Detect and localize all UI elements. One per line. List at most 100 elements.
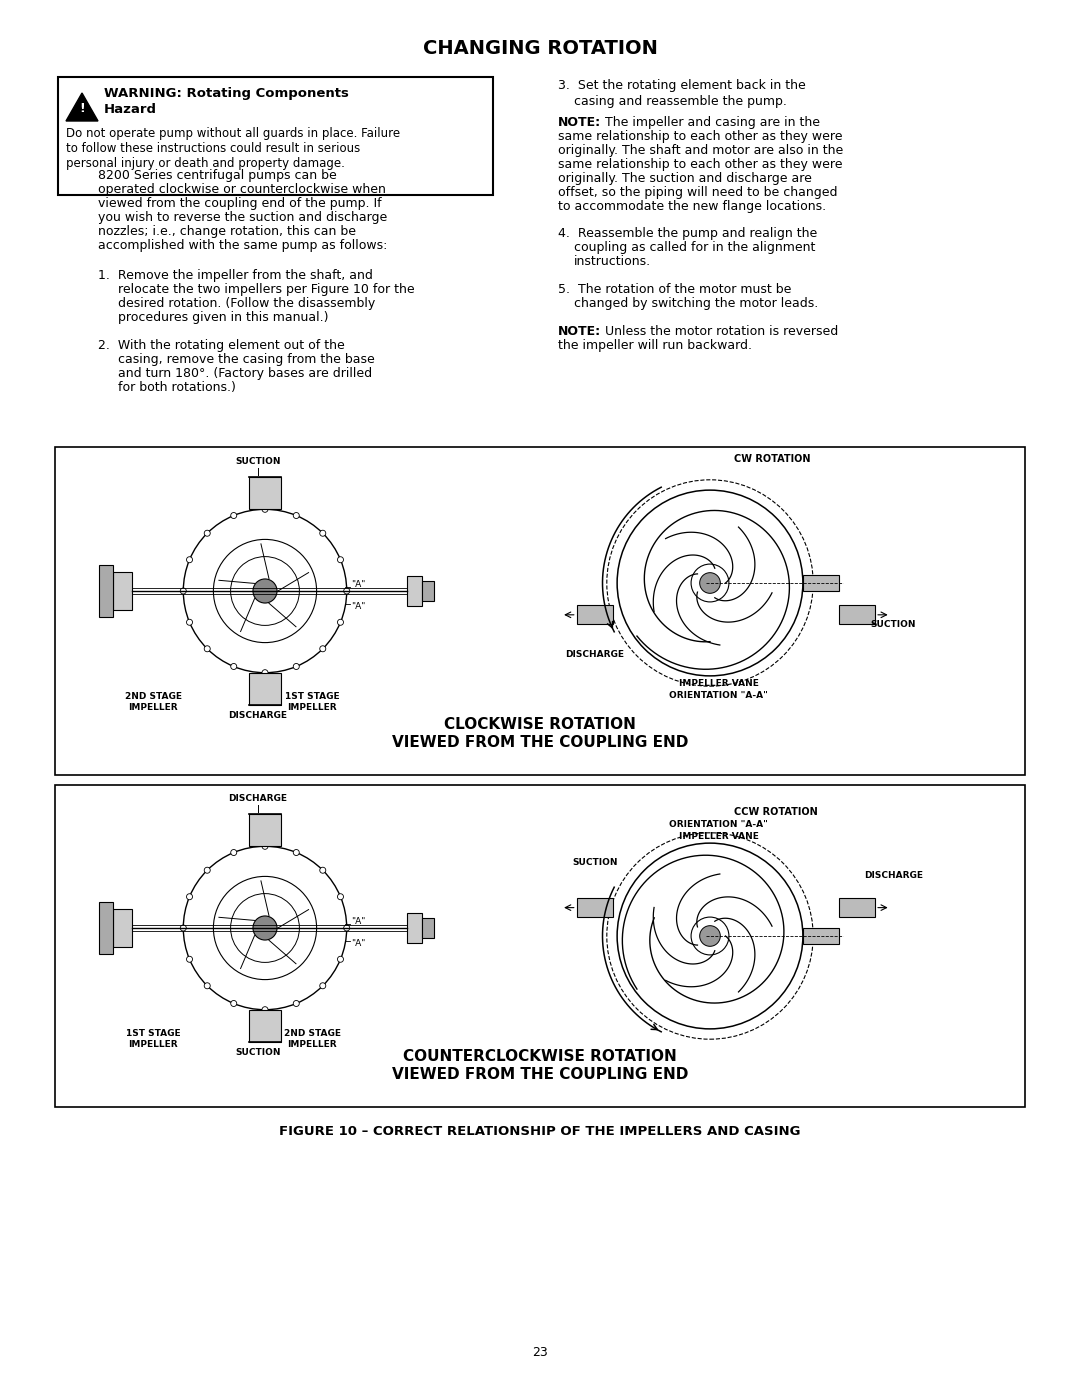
Text: for both rotations.): for both rotations.) [118,381,235,394]
Circle shape [187,619,192,626]
Text: 1ST STAGE
IMPELLER: 1ST STAGE IMPELLER [285,693,339,712]
Circle shape [262,844,268,849]
Bar [248,813,281,847]
Circle shape [204,868,211,873]
Polygon shape [66,94,98,122]
Circle shape [343,588,350,594]
Bar [802,928,839,944]
Text: originally. The shaft and motor are also in the: originally. The shaft and motor are also… [558,144,843,156]
Text: same relationship to each other as they were: same relationship to each other as they … [558,158,842,170]
Text: SUCTION: SUCTION [870,620,916,629]
Circle shape [204,982,211,989]
Bar [55,447,1025,775]
Text: Do not operate pump without all guards in place. Failure: Do not operate pump without all guards i… [66,127,400,140]
Text: DISCHARGE: DISCHARGE [565,650,624,659]
Circle shape [320,982,326,989]
Text: !: ! [79,102,85,116]
Text: 2.  With the rotating element out of the: 2. With the rotating element out of the [98,339,345,352]
Text: coupling as called for in the alignment: coupling as called for in the alignment [573,242,815,254]
Bar [112,909,132,947]
Text: to follow these instructions could result in serious: to follow these instructions could resul… [66,142,361,155]
Circle shape [337,894,343,900]
Text: DISCHARGE: DISCHARGE [229,711,287,719]
Circle shape [253,578,278,604]
Circle shape [294,849,299,855]
Bar [422,581,434,601]
Bar [55,785,1025,1106]
Text: IMPELLER VANE: IMPELLER VANE [678,679,758,689]
Text: 2ND STAGE
IMPELLER: 2ND STAGE IMPELLER [284,1030,341,1049]
Text: you wish to reverse the suction and discharge: you wish to reverse the suction and disc… [98,211,388,224]
Circle shape [204,531,211,536]
Text: relocate the two impellers per Figure 10 for the: relocate the two impellers per Figure 10… [118,284,415,296]
Circle shape [253,916,278,940]
Text: DISCHARGE: DISCHARGE [864,872,922,880]
Text: casing and reassemble the pump.: casing and reassemble the pump. [573,95,787,108]
Text: 1.  Remove the impeller from the shaft, and: 1. Remove the impeller from the shaft, a… [98,270,373,282]
Bar [248,673,281,705]
Text: FIGURE 10 – CORRECT RELATIONSHIP OF THE IMPELLERS AND CASING: FIGURE 10 – CORRECT RELATIONSHIP OF THE … [280,1125,800,1139]
Text: "A": "A" [351,939,365,949]
Text: and turn 180°. (Factory bases are drilled: and turn 180°. (Factory bases are drille… [118,367,373,380]
Circle shape [700,573,720,594]
Text: CCW ROTATION: CCW ROTATION [734,807,818,817]
Bar [422,918,434,939]
Text: CHANGING ROTATION: CHANGING ROTATION [422,39,658,59]
Text: procedures given in this manual.): procedures given in this manual.) [118,312,328,324]
Bar [99,566,112,617]
Circle shape [262,506,268,513]
Text: 23: 23 [532,1345,548,1359]
Circle shape [262,669,268,676]
Text: IMPELLER VANE: IMPELLER VANE [678,833,758,841]
Circle shape [294,513,299,518]
Circle shape [187,557,192,563]
Circle shape [343,925,350,930]
Bar [99,902,112,954]
Text: offset, so the piping will need to be changed: offset, so the piping will need to be ch… [558,186,837,198]
Text: Hazard: Hazard [104,103,157,116]
Text: same relationship to each other as they were: same relationship to each other as they … [558,130,842,142]
Circle shape [337,957,343,963]
Bar [577,898,612,916]
Bar [407,576,422,606]
Circle shape [337,619,343,626]
Text: SUCTION: SUCTION [235,1048,281,1056]
Circle shape [231,513,237,518]
Bar [802,576,839,591]
Circle shape [204,645,211,652]
Bar [577,605,612,624]
Text: CW ROTATION: CW ROTATION [734,454,811,464]
Text: "A": "A" [351,580,365,588]
Circle shape [320,868,326,873]
Text: Unless the motor rotation is reversed: Unless the motor rotation is reversed [600,326,838,338]
Text: DISCHARGE: DISCHARGE [229,795,287,803]
Text: personal injury or death and property damage.: personal injury or death and property da… [66,156,345,170]
Circle shape [180,588,187,594]
Bar [112,573,132,610]
Circle shape [231,849,237,855]
Circle shape [320,645,326,652]
Text: NOTE:: NOTE: [558,116,602,129]
Text: instructions.: instructions. [573,256,651,268]
Bar [839,898,875,916]
Bar [248,1010,281,1042]
Bar [58,77,492,196]
Text: VIEWED FROM THE COUPLING END: VIEWED FROM THE COUPLING END [392,1067,688,1083]
Text: desired rotation. (Follow the disassembly: desired rotation. (Follow the disassembl… [118,298,375,310]
Text: ORIENTATION "A-A": ORIENTATION "A-A" [670,692,768,700]
Text: to accommodate the new flange locations.: to accommodate the new flange locations. [558,200,826,212]
Text: NOTE:: NOTE: [558,326,602,338]
Bar [248,476,281,510]
Text: originally. The suction and discharge are: originally. The suction and discharge ar… [558,172,812,184]
Circle shape [262,1007,268,1013]
Text: SUCTION: SUCTION [235,457,281,467]
Text: 5.  The rotation of the motor must be: 5. The rotation of the motor must be [558,284,792,296]
Circle shape [187,957,192,963]
Circle shape [320,531,326,536]
Circle shape [231,1000,237,1006]
Circle shape [180,925,187,930]
Circle shape [337,557,343,563]
Text: CLOCKWISE ROTATION: CLOCKWISE ROTATION [444,717,636,732]
Text: casing, remove the casing from the base: casing, remove the casing from the base [118,353,375,366]
Text: 8200 Series centrifugal pumps can be: 8200 Series centrifugal pumps can be [98,169,337,182]
